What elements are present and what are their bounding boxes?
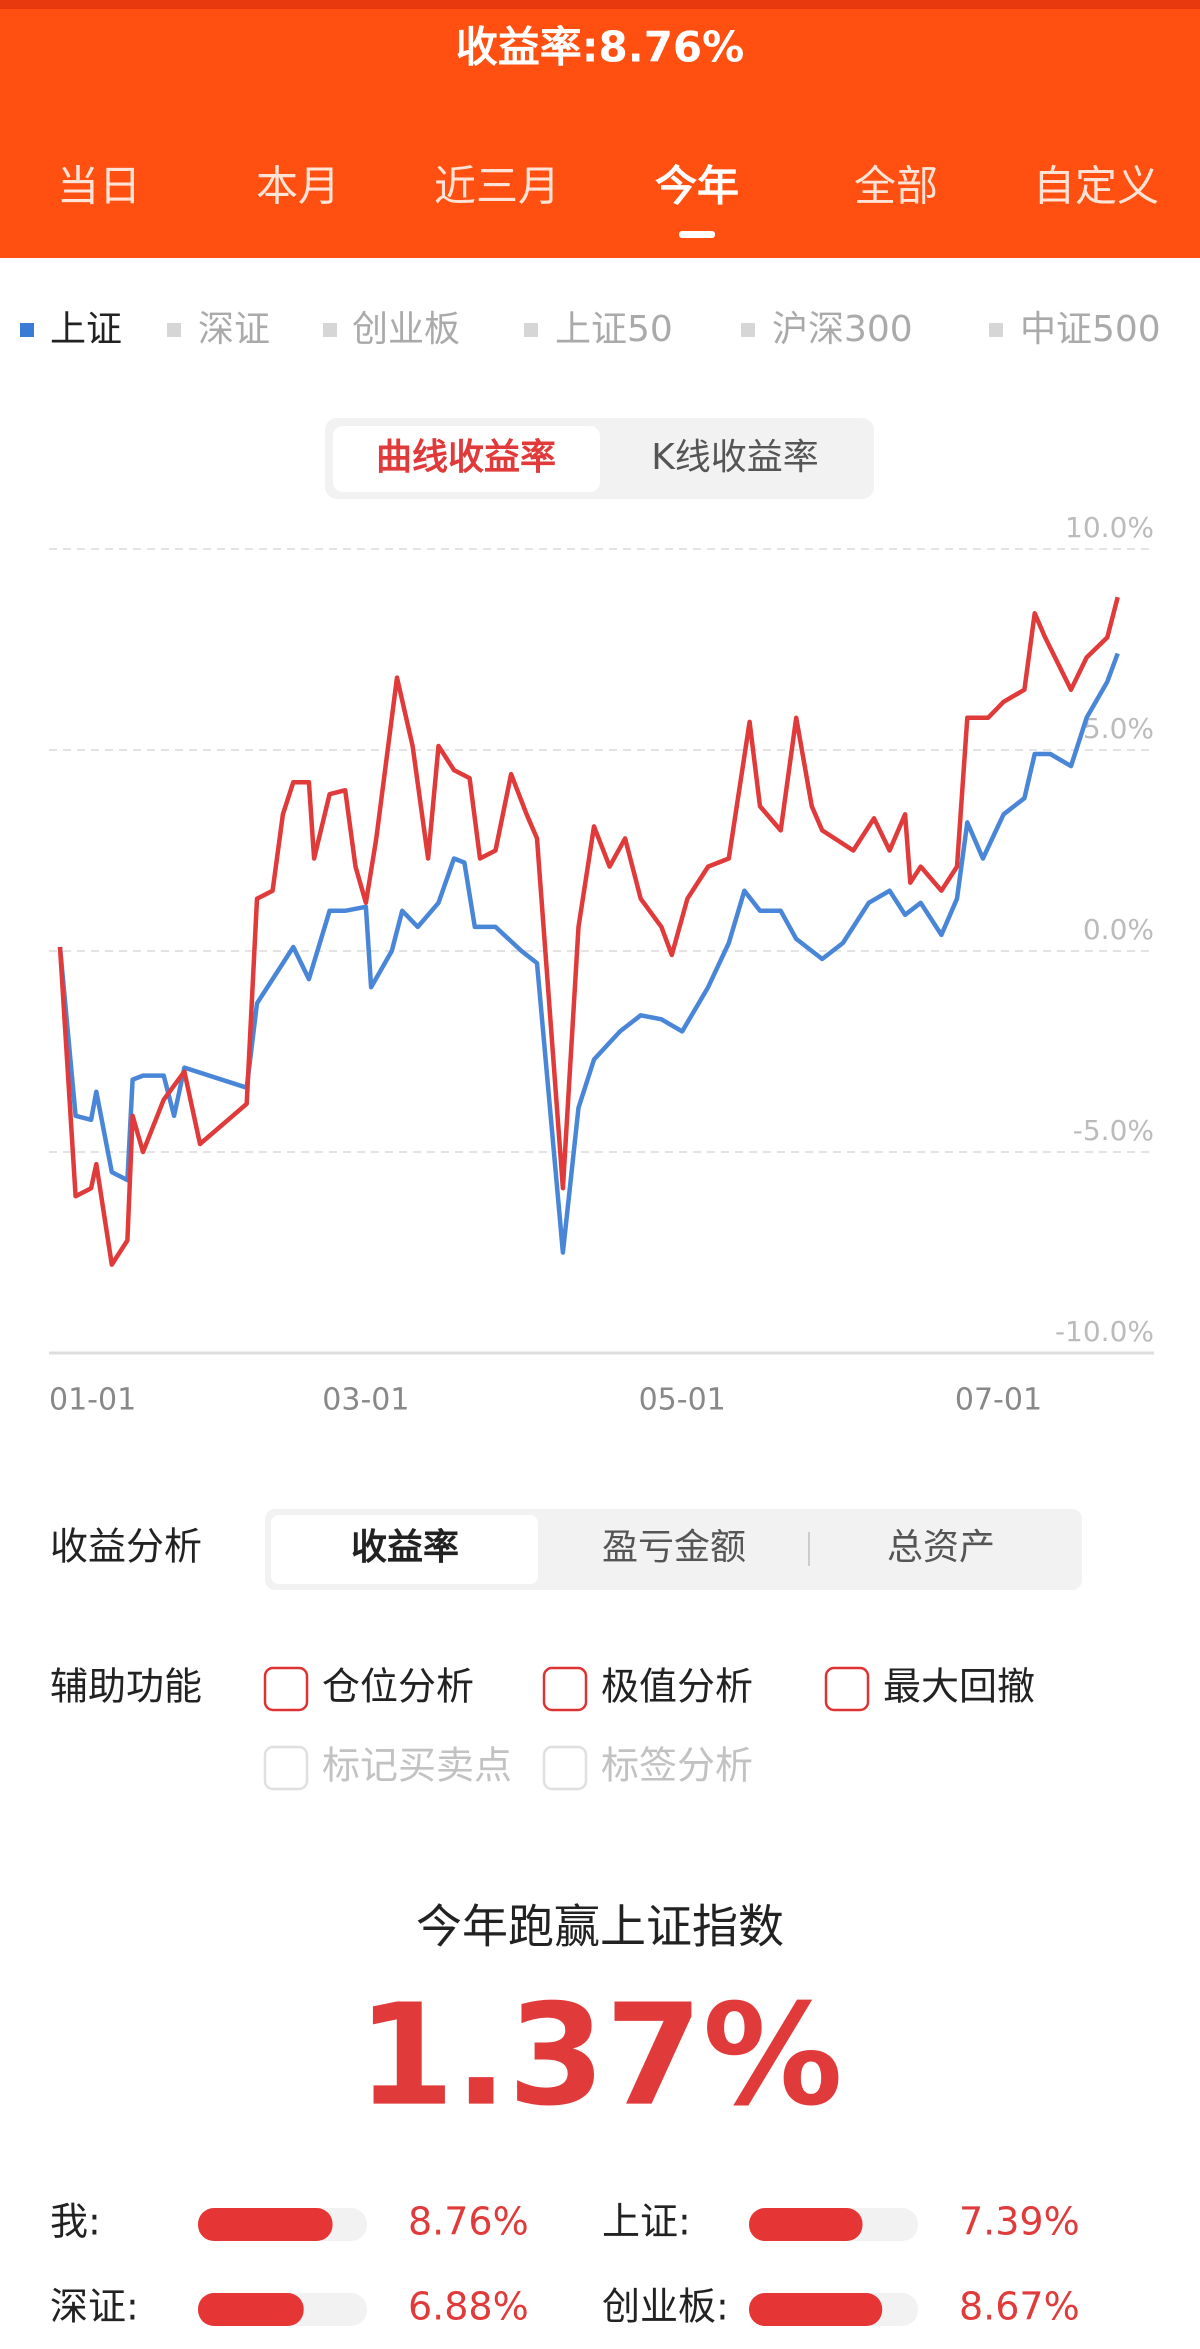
period-tab[interactable]: 近三月 [434, 162, 560, 211]
active-tab-indicator [679, 231, 715, 238]
x-tick-label: 07-01 [955, 1383, 1042, 1418]
x-tick-label: 01-01 [49, 1383, 136, 1418]
compare-bar [749, 2293, 883, 2326]
header-title: 收益率:8.76% [456, 23, 745, 72]
compare-bar [749, 2208, 863, 2241]
compare-label: 我: [50, 2200, 101, 2244]
index-tab[interactable]: 中证500 [1020, 309, 1161, 350]
index-bullet [323, 323, 337, 337]
checkbox[interactable] [263, 1666, 309, 1712]
header-bg [0, 0, 1200, 258]
index-tab[interactable]: 创业板 [352, 309, 460, 350]
checkbox[interactable] [824, 1666, 870, 1712]
aux-option-disabled: 标记买卖点 [322, 1744, 512, 1788]
summary-title: 今年跑赢上证指数 [416, 1900, 784, 1954]
y-tick-label: 10.0% [1065, 511, 1154, 544]
aux-option[interactable]: 极值分析 [601, 1665, 753, 1709]
y-tick-label: -10.0% [1055, 1315, 1154, 1348]
checkbox[interactable] [542, 1666, 588, 1712]
status-strip [0, 0, 1200, 9]
index-bullet [989, 323, 1003, 337]
compare-label: 创业板: [602, 2285, 729, 2329]
period-tab[interactable]: 全部 [854, 162, 938, 211]
index-tab[interactable]: 上证50 [555, 309, 673, 350]
compare-value: 8.76% [408, 2200, 529, 2244]
analysis-option[interactable]: 总资产 [887, 1527, 995, 1568]
index-bullet [167, 323, 181, 337]
compare-label: 深证: [50, 2285, 139, 2329]
y-tick-label: 0.0% [1083, 913, 1154, 946]
mode-option[interactable]: K线收益率 [651, 437, 819, 478]
period-tab[interactable]: 本月 [256, 162, 340, 211]
compare-value: 7.39% [959, 2200, 1080, 2244]
analysis-label: 收益分析 [50, 1525, 202, 1569]
period-tab[interactable]: 自定义 [1033, 162, 1159, 211]
aux-option-disabled: 标签分析 [601, 1744, 753, 1788]
analysis-active-bg [271, 1515, 538, 1584]
index-bullet [741, 323, 755, 337]
index-tab[interactable]: 上证 [50, 309, 122, 350]
x-tick-label: 05-01 [639, 1383, 726, 1418]
aux-option[interactable]: 最大回撤 [883, 1665, 1035, 1709]
compare-value: 8.67% [959, 2285, 1080, 2329]
y-tick-label: -5.0% [1073, 1114, 1154, 1147]
series-line [57, 596, 1120, 1267]
checkbox-disabled [542, 1745, 588, 1791]
index-bullet [20, 323, 34, 337]
index-bullet [524, 323, 538, 337]
analysis-option[interactable]: 收益率 [351, 1527, 459, 1568]
index-tab[interactable]: 沪深300 [772, 309, 913, 350]
mode-option[interactable]: 曲线收益率 [376, 437, 556, 478]
compare-label: 上证: [602, 2200, 691, 2244]
index-tab[interactable]: 深证 [198, 309, 270, 350]
summary-value: 1.37% [357, 1975, 843, 2138]
series-line [57, 652, 1120, 1255]
compare-value: 6.88% [408, 2285, 529, 2329]
analysis-option[interactable]: 盈亏金额 [602, 1527, 746, 1568]
period-tab[interactable]: 今年 [655, 162, 739, 211]
aux-label: 辅助功能 [50, 1665, 202, 1709]
compare-bar [198, 2293, 304, 2326]
checkbox-disabled [263, 1745, 309, 1791]
mode-active-bg [333, 426, 600, 492]
y-tick-label: 5.0% [1083, 712, 1154, 745]
x-tick-label: 03-01 [322, 1383, 409, 1418]
period-tab[interactable]: 当日 [57, 162, 141, 211]
aux-option[interactable]: 仓位分析 [322, 1665, 474, 1709]
compare-bar [198, 2208, 333, 2241]
